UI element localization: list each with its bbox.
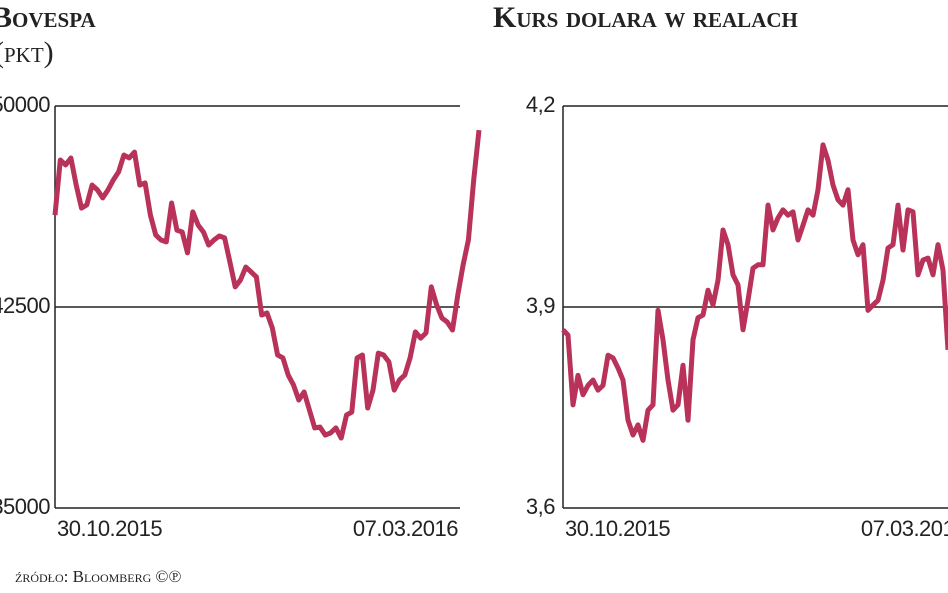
- y-tick-label: 35000: [0, 494, 50, 519]
- x-tick-label: 07.03.2016: [353, 516, 458, 541]
- y-tick-label: 3,9: [526, 293, 555, 318]
- data-line: [52, 129, 482, 441]
- chart-title: Bovespa: [0, 1, 96, 34]
- y-tick-label: 3,6: [526, 494, 555, 519]
- chart-subtitle: (pkt): [0, 36, 54, 69]
- y-tick-label: 42500: [0, 293, 50, 318]
- x-tick-label: 30.10.2015: [565, 516, 670, 541]
- x-tick-label: 07.03.2016: [861, 516, 948, 541]
- source: źródło: Bloomberg ©℗: [15, 567, 181, 586]
- data-line: [561, 142, 948, 443]
- y-tick-label: 4,2: [526, 92, 555, 117]
- x-tick-label: 30.10.2015: [57, 516, 162, 541]
- chart-title: Kurs dolara w realach: [493, 1, 798, 34]
